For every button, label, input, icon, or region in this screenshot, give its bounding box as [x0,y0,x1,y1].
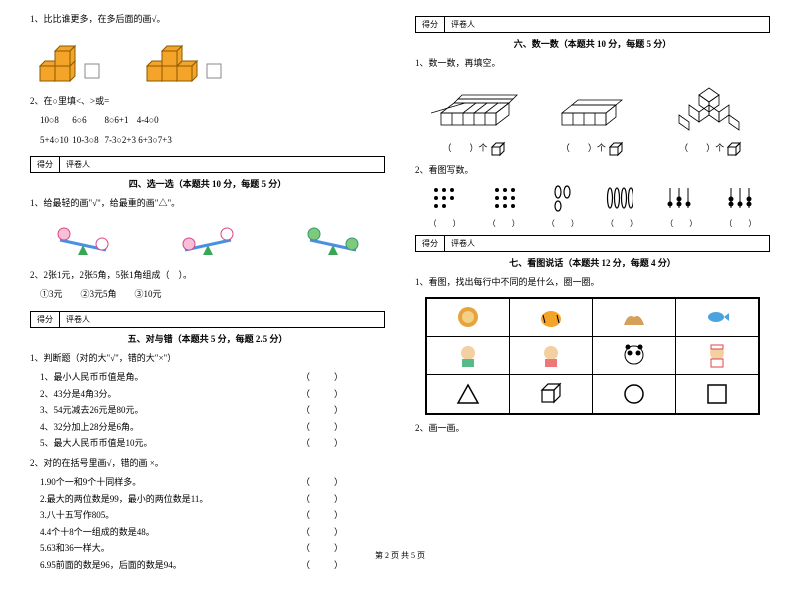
camel-icon [620,303,648,331]
triangle-icon [456,382,480,406]
cube-group-left [30,36,102,86]
sec7-q1: 1、看图，找出每行中不同的是什么，圈一圈。 [415,276,770,290]
sec4-q1: 1、给最轻的画"√"，给最重的画"△"。 [30,197,385,211]
girl-icon [537,341,565,369]
counting-cubes-row [415,78,770,133]
sec6-q2: 2、看图写数。 [415,164,770,178]
tally-3-icon [552,184,574,212]
sec6-title: 六、数一数（本题共 10 分，每题 5 分） [415,37,770,50]
q2-text: 2、在○里填<、>或= [30,95,385,109]
boy-icon [454,341,482,369]
sec4-q2: 2、2张1元，2张5角，5张1角组成（ ）。 [30,269,385,283]
dots-parens-row: （ ） （ ） （ ） （ ） （ ） （ ） [415,218,770,229]
grid-row-faces [427,337,758,375]
sec7-q2: 2、画一画。 [415,422,770,436]
score-box-sec6: 得分 评卷人 [415,16,770,33]
score-box-sec4: 得分 评卷人 [30,156,385,173]
cube-stack-2-icon [552,78,632,133]
odd-one-grid [425,297,760,415]
seesaw-2-icon [173,220,243,260]
right-column: 得分 评卷人 六、数一数（本题共 10 分，每题 5 分） 1、数一数，再填空。 [415,10,770,575]
tally-4-icon [605,184,633,212]
left-column: 1、比比谁更多，在多后面的画√。 [30,10,385,575]
lion-icon [454,303,482,331]
cube-stack-3-icon [664,78,754,133]
score-box-sec7: 得分 评卷人 [415,235,770,252]
q2-row2: 5+4○10 10-3○8 7-3○2+3 6+3○7+3 [30,134,385,148]
tiger-icon [537,303,565,331]
score-cell: 得分 [31,157,60,172]
nurse-icon [703,341,731,369]
cube-group-right [142,36,232,86]
sec4-q2-opts: ①3元 ②3元5角 ③10元 [30,288,385,302]
cubes-compare-row [30,36,385,86]
sec4-title: 四、选一选（本题共 10 分，每题 5 分） [30,177,385,190]
abacus-5-icon [664,184,694,212]
fish-icon [703,303,731,331]
dots-2-icon [491,184,521,212]
page-footer: 第 2 页 共 5 页 [0,550,800,561]
counting-labels-row: （ ）个 （ ）个 （ ）个 [415,141,770,157]
dots-1-icon [430,184,460,212]
unit-cube-icon [726,141,742,157]
cube-stack-1-icon [431,78,521,133]
panda-icon [620,341,648,369]
q1-text: 1、比比谁更多，在多后面的画√。 [30,13,385,27]
abacus-6-icon [725,184,755,212]
sec6-q1: 1、数一数，再填空。 [415,57,770,71]
seesaw-3-icon [298,220,368,260]
sec5-title: 五、对与错（本题共 5 分，每题 2.5 分） [30,332,385,345]
reviewer-cell: 评卷人 [60,157,96,172]
tf-list-1: 1、最小人民币币值是角。（ ） 2、43分是4角3分。（ ） 3、54元减去26… [30,368,385,454]
circle-icon [622,382,646,406]
seesaw-row [30,220,385,260]
q1-num: 1、 [30,14,44,24]
cubes-right-icon [142,36,232,86]
cube-shape-icon [539,382,563,406]
sec7-title: 七、看图说话（本题共 12 分，每题 4 分） [415,256,770,269]
seesaw-1-icon [48,220,118,260]
square-icon [705,382,729,406]
unit-cube-icon [608,141,624,157]
q2-row1: 10○8 6○6 8○6+1 4-4○0 [30,114,385,128]
grid-row-animals [427,299,758,337]
score-box-sec5: 得分 评卷人 [30,311,385,328]
exam-page: 1、比比谁更多，在多后面的画√。 [0,0,800,595]
grid-row-shapes [427,375,758,413]
unit-cube-icon [490,141,506,157]
cubes-left-icon [30,36,102,86]
dots-row [415,184,770,212]
sec5-q1: 1、判断题（对的大"√"，错的大"×"） [30,352,385,366]
sec5-q2: 2、对的在括号里画√，错的画 ×。 [30,457,385,471]
